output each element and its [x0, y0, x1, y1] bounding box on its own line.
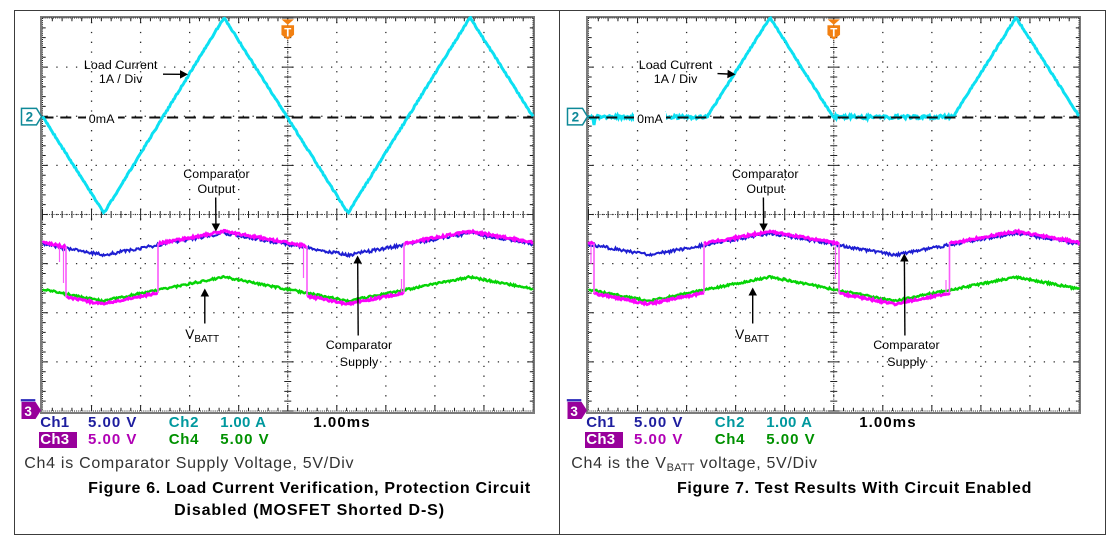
svg-text:T: T — [830, 28, 837, 40]
svg-text:3: 3 — [570, 404, 578, 419]
svg-text:2: 2 — [572, 110, 580, 125]
svg-text:3: 3 — [24, 404, 32, 419]
svg-text:2: 2 — [26, 110, 34, 125]
svg-text:T: T — [284, 28, 291, 40]
